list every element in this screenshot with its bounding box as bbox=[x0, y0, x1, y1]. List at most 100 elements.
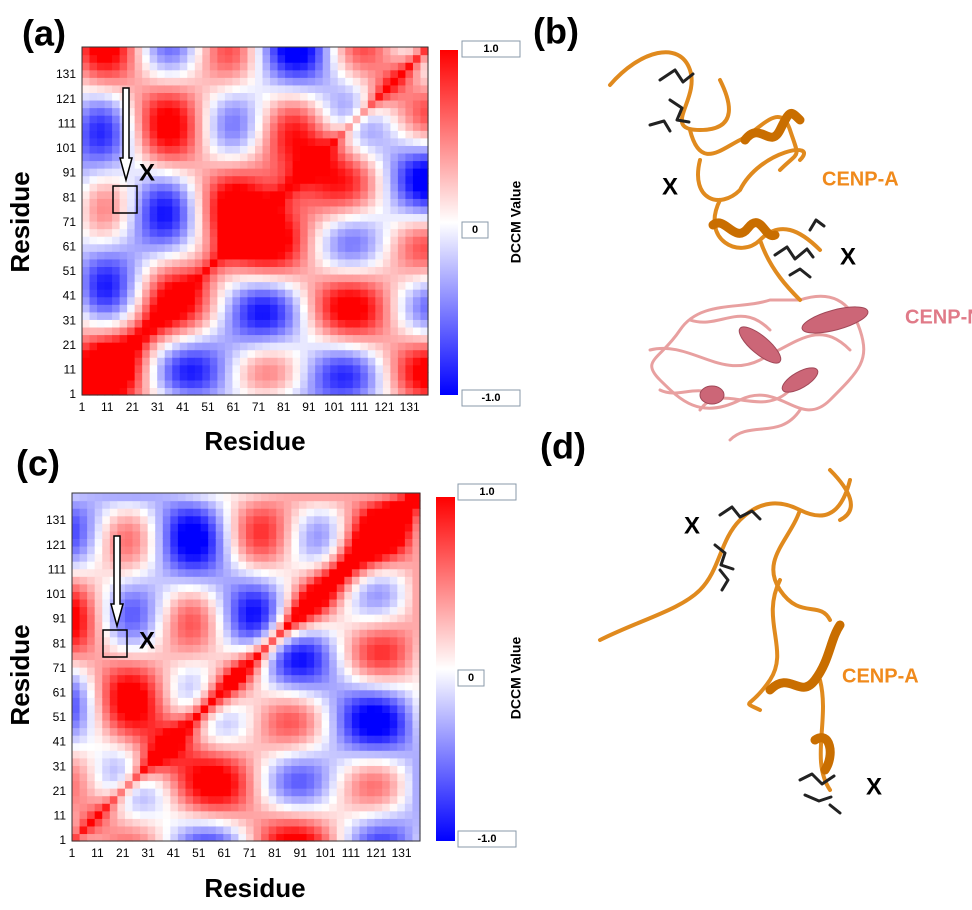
heat-cell bbox=[231, 811, 239, 819]
heat-cell bbox=[413, 176, 421, 184]
heat-cell bbox=[142, 198, 150, 206]
heat-cell bbox=[172, 350, 180, 358]
heat-cell bbox=[210, 266, 218, 274]
heat-cell bbox=[133, 606, 141, 614]
heat-cell bbox=[367, 773, 375, 781]
heat-cell bbox=[165, 153, 173, 161]
heat-cell bbox=[102, 569, 110, 577]
heat-cell bbox=[375, 584, 383, 592]
heat-cell bbox=[217, 350, 225, 358]
heat-cell bbox=[148, 523, 156, 531]
heat-cell bbox=[172, 183, 180, 191]
heat-cell bbox=[367, 743, 375, 751]
heat-cell bbox=[223, 803, 231, 811]
heat-cell bbox=[322, 667, 330, 675]
heat-cell bbox=[353, 350, 361, 358]
heat-cell bbox=[193, 516, 201, 524]
heat-cell bbox=[148, 773, 156, 781]
heat-cell bbox=[180, 198, 188, 206]
heat-cell bbox=[329, 705, 337, 713]
heat-cell bbox=[82, 47, 90, 55]
heat-cell bbox=[308, 357, 316, 365]
heat-cell bbox=[405, 130, 413, 138]
heat-cell bbox=[293, 70, 301, 78]
heat-cell bbox=[247, 100, 255, 108]
heat-cell bbox=[231, 591, 239, 599]
heat-cell bbox=[300, 304, 308, 312]
heat-cell bbox=[291, 712, 299, 720]
heat-cell bbox=[420, 319, 428, 327]
heat-cell bbox=[117, 675, 125, 683]
heat-cell bbox=[382, 606, 390, 614]
heat-cell bbox=[383, 153, 391, 161]
heat-cell bbox=[97, 387, 105, 395]
heat-cell bbox=[390, 100, 398, 108]
heat-cell bbox=[216, 591, 224, 599]
heat-cell bbox=[133, 501, 141, 509]
heat-cell bbox=[231, 523, 239, 531]
heat-cell bbox=[150, 244, 158, 252]
heat-cell bbox=[255, 108, 263, 116]
heat-cell bbox=[360, 334, 368, 342]
heat-cell bbox=[397, 705, 405, 713]
heat-cell bbox=[102, 743, 110, 751]
heat-cell bbox=[238, 591, 246, 599]
heat-cell bbox=[353, 183, 361, 191]
heat-cell bbox=[360, 244, 368, 252]
heat-cell bbox=[330, 145, 338, 153]
heat-cell bbox=[82, 259, 90, 267]
heat-cell bbox=[231, 659, 239, 667]
heat-cell bbox=[102, 803, 110, 811]
heat-cell bbox=[180, 312, 188, 320]
heat-cell bbox=[299, 614, 307, 622]
heat-cell bbox=[375, 312, 383, 320]
heat-cell bbox=[405, 584, 413, 592]
heat-cell bbox=[375, 236, 383, 244]
heat-cell bbox=[255, 236, 263, 244]
heat-cell bbox=[397, 637, 405, 645]
heat-cell bbox=[345, 282, 353, 290]
heat-cell bbox=[383, 198, 391, 206]
heat-cell bbox=[359, 591, 367, 599]
heat-cell bbox=[375, 47, 383, 55]
heat-cell bbox=[87, 576, 95, 584]
heat-cell bbox=[299, 796, 307, 804]
heat-cell bbox=[338, 92, 346, 100]
heat-cell bbox=[120, 282, 128, 290]
heat-cell bbox=[299, 561, 307, 569]
heat-cell bbox=[261, 803, 269, 811]
heat-cell bbox=[102, 833, 110, 841]
heat-cell bbox=[285, 153, 293, 161]
heat-cell bbox=[180, 365, 188, 373]
heat-cell bbox=[231, 531, 239, 539]
heat-cell bbox=[375, 659, 383, 667]
heat-cell bbox=[247, 229, 255, 237]
heat-cell bbox=[112, 115, 120, 123]
heat-cell bbox=[300, 297, 308, 305]
heat-cell bbox=[270, 62, 278, 70]
heat-cell bbox=[398, 145, 406, 153]
heat-cell bbox=[95, 546, 103, 554]
heat-cell bbox=[420, 123, 428, 131]
heat-cell bbox=[225, 115, 233, 123]
heat-cell bbox=[195, 266, 203, 274]
heat-cell bbox=[170, 811, 178, 819]
heat-cell bbox=[397, 606, 405, 614]
heat-cell bbox=[178, 606, 186, 614]
heat-cell bbox=[225, 55, 233, 63]
heat-cell bbox=[127, 251, 135, 259]
heat-cell bbox=[276, 803, 284, 811]
heat-cell bbox=[117, 773, 125, 781]
heat-cell bbox=[195, 85, 203, 93]
heat-cell bbox=[72, 523, 80, 531]
heat-cell bbox=[261, 758, 269, 766]
heat-cell bbox=[390, 599, 398, 607]
heat-cell bbox=[375, 622, 383, 630]
heat-cell bbox=[80, 796, 88, 804]
heat-cell bbox=[195, 312, 203, 320]
heat-cell bbox=[367, 622, 375, 630]
heat-cell bbox=[217, 236, 225, 244]
heat-cell bbox=[315, 229, 323, 237]
heat-cell bbox=[172, 380, 180, 388]
heat-cell bbox=[231, 667, 239, 675]
